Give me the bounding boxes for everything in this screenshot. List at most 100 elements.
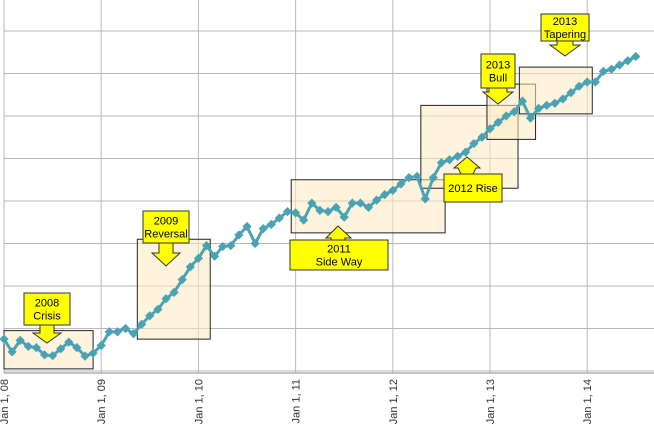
data-point — [80, 351, 90, 361]
annotation-box — [518, 66, 593, 115]
data-point — [380, 190, 390, 200]
data-point — [485, 124, 495, 134]
callout-label: 2012 Rise — [448, 183, 498, 195]
data-point — [145, 311, 155, 321]
callout-label: 2013 — [486, 60, 510, 72]
data-point — [177, 275, 187, 285]
data-point — [525, 113, 536, 123]
data-point — [258, 224, 268, 234]
data-point — [64, 337, 74, 347]
x-tick-label: Jan 1, 12 — [388, 379, 400, 424]
callout-arrow — [452, 156, 482, 175]
data-point — [501, 111, 511, 121]
annotation-callout: 2012 Rise — [443, 156, 503, 203]
data-point — [96, 340, 106, 351]
data-point — [477, 132, 487, 142]
callout-arrow — [481, 87, 515, 105]
callout-arrow — [548, 40, 582, 57]
data-point — [598, 66, 608, 76]
data-point — [307, 198, 317, 208]
data-point — [266, 219, 276, 229]
callout-box — [480, 53, 516, 89]
callout-label: Bull — [489, 73, 507, 85]
data-point — [436, 158, 446, 168]
annotation-boxes — [3, 66, 593, 370]
x-tick-label: Jan 1, 09 — [96, 379, 108, 424]
data-point — [129, 329, 139, 339]
data-point — [550, 98, 560, 108]
data-point — [274, 213, 284, 223]
data-point — [169, 287, 179, 297]
data-point — [355, 198, 365, 208]
data-point — [347, 198, 357, 208]
data-point — [509, 107, 519, 117]
callout-label: 2013 — [553, 16, 577, 28]
data-point — [574, 81, 584, 91]
x-axis-tick-labels: Jan 1, 08 Jan 1, 09 Jan 1, 10 Jan 1, 11 Jan … — [0, 379, 594, 424]
data-point — [112, 327, 122, 337]
data-point — [250, 238, 260, 249]
data-point — [558, 94, 568, 104]
data-point — [606, 64, 617, 74]
data-point — [56, 344, 66, 354]
data-point — [372, 195, 382, 205]
data-point — [72, 343, 82, 353]
callout-label: 2008 — [35, 298, 59, 310]
callout-box — [540, 13, 590, 42]
data-point — [542, 100, 552, 110]
callout-label: Side Way — [316, 257, 363, 269]
callout-arrow — [150, 242, 182, 267]
data-point — [396, 179, 406, 189]
data-point — [15, 335, 25, 345]
data-point — [137, 319, 147, 329]
data-point — [517, 96, 527, 106]
data-point — [234, 230, 244, 240]
data-point — [534, 103, 544, 113]
data-point — [388, 185, 398, 195]
callout-label: Tapering — [544, 29, 586, 41]
data-point — [291, 208, 301, 218]
callout-label: 2011 — [327, 244, 351, 256]
data-point — [39, 350, 50, 360]
data-point — [153, 304, 163, 314]
data-point — [615, 60, 625, 70]
data-point — [193, 253, 203, 263]
x-tick-label: Jan 1, 14 — [582, 379, 594, 424]
data-point — [412, 171, 422, 181]
data-point — [218, 241, 228, 252]
callout-box — [23, 292, 71, 326]
data-point — [339, 212, 349, 222]
data-point — [461, 147, 471, 157]
data-point — [363, 202, 374, 212]
data-point — [7, 347, 17, 357]
data-point — [582, 77, 592, 87]
callout-box — [289, 239, 389, 271]
data-point — [282, 207, 293, 217]
data-point — [444, 155, 455, 165]
data-point — [420, 194, 430, 204]
x-tick-label: Jan 1, 11 — [291, 379, 303, 423]
data-point — [299, 215, 309, 225]
data-point — [428, 173, 438, 183]
data-point — [226, 241, 236, 251]
data-point — [590, 77, 600, 87]
data-point — [566, 88, 576, 98]
callout-label: Reversal — [144, 229, 187, 241]
data-point — [161, 294, 171, 304]
data-point — [210, 251, 220, 261]
data-point — [315, 205, 325, 215]
data-point — [493, 117, 503, 127]
data-point — [242, 221, 252, 232]
callout-label: Crisis — [33, 311, 61, 323]
callout-box — [142, 210, 190, 244]
x-tick-label: Jan 1, 08 — [0, 379, 11, 424]
x-tick-label: Jan 1, 13 — [485, 379, 497, 424]
data-point — [120, 323, 131, 334]
